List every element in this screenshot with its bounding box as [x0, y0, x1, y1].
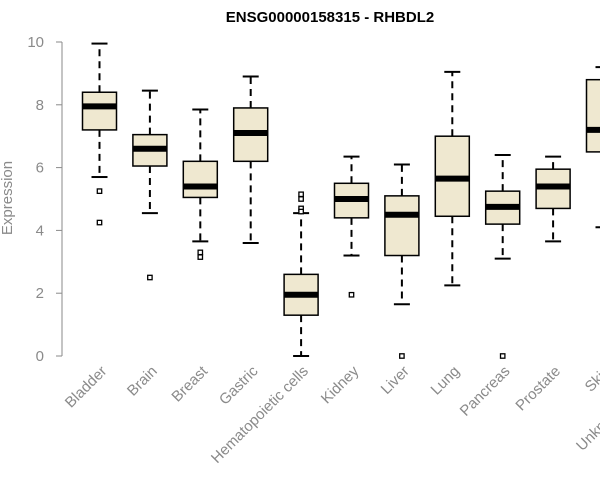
iqr-box	[585, 78, 600, 153]
outlier-point	[298, 196, 304, 202]
y-tick-label: 8	[36, 97, 44, 114]
box-lung	[434, 70, 471, 287]
iqr-box	[182, 160, 219, 199]
box-pancreas	[484, 154, 521, 359]
x-tick-label: Bladder	[62, 363, 111, 412]
outlier-point	[96, 219, 103, 226]
x-tick-label: Brain	[124, 363, 161, 400]
outlier-point	[96, 188, 103, 194]
box-gastric	[232, 75, 269, 244]
y-tick-label: 10	[27, 34, 44, 51]
outlier-point	[197, 254, 204, 260]
box-bladder	[81, 42, 118, 226]
y-axis-label: Expression	[0, 161, 16, 235]
outlier-point	[348, 291, 355, 298]
x-tick-label: Liver	[378, 363, 413, 398]
x-tick-label: Breast	[168, 362, 211, 405]
outlier-point	[197, 249, 204, 256]
outlier-point	[147, 274, 153, 281]
x-tick-label: Prostate	[512, 363, 564, 415]
y-tick-label: 6	[36, 160, 44, 177]
x-tick-label: Gastric	[216, 362, 262, 408]
chart-title: ENSG00000158315 - RHBDL2	[226, 9, 434, 26]
y-axis: 0 2 4 6 8 10	[27, 34, 63, 365]
box-prostate	[535, 155, 571, 243]
y-tick-label: 4	[36, 222, 44, 239]
outlier-point	[499, 353, 506, 359]
boxes-layer	[81, 42, 600, 359]
outlier-point	[298, 191, 304, 198]
y-tick-label: 2	[36, 285, 44, 302]
box-brain	[132, 89, 168, 281]
x-tick-label: Skin	[582, 363, 600, 396]
outlier-point	[298, 208, 304, 215]
y-tick-label: 0	[36, 348, 44, 365]
x-tick-label: Pancreas	[457, 363, 514, 420]
box-hematopoietic-cells	[283, 191, 319, 357]
box-skin	[585, 66, 600, 229]
box-breast	[182, 108, 219, 260]
box-kidney	[333, 155, 370, 298]
outlier-point	[399, 353, 405, 359]
x-tick-label: Kidney	[318, 362, 363, 407]
x-tick-label: Hematopoietic cells	[208, 363, 312, 467]
iqr-box	[384, 195, 420, 257]
x-tick-label: Lung	[428, 363, 464, 399]
iqr-box	[81, 91, 118, 131]
box-liver	[384, 163, 420, 359]
